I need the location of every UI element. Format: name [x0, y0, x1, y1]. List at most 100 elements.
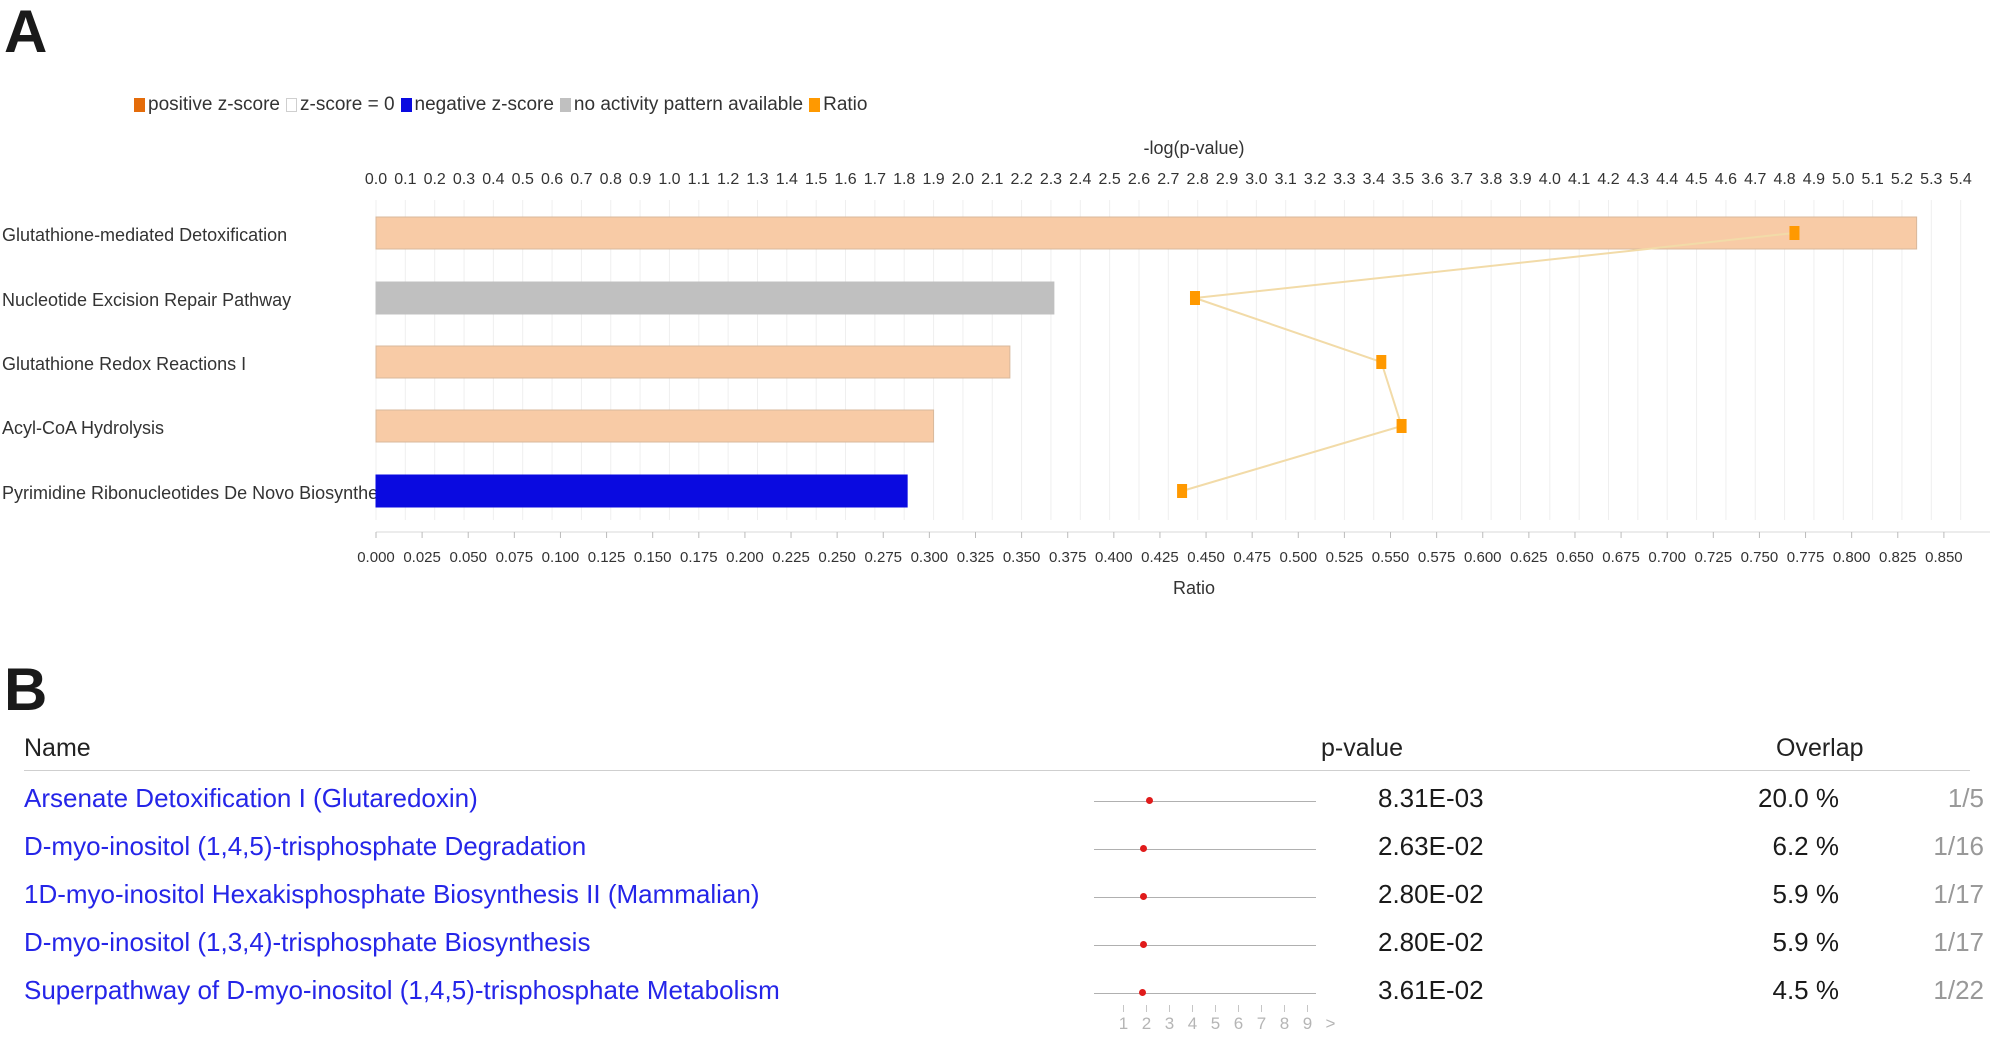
bottom-tick-label: 0.425: [1141, 549, 1179, 566]
bottom-tick-label: 0.050: [449, 549, 487, 566]
bottom-tick-label: 0.300: [911, 549, 949, 566]
pager-page[interactable]: 4: [1181, 1005, 1204, 1034]
top-tick-label: 4.2: [1597, 171, 1619, 188]
bottom-tick-label: 0.575: [1418, 549, 1456, 566]
pager-page[interactable]: 8: [1273, 1005, 1296, 1034]
top-axis-title: -log(p-value): [1143, 138, 1244, 158]
top-tick-label: 2.2: [1010, 171, 1032, 188]
top-tick-label: 4.4: [1656, 171, 1678, 188]
top-tick-label: 1.5: [805, 171, 827, 188]
bar: [375, 216, 1918, 250]
top-tick-label: 5.0: [1832, 171, 1854, 188]
legend-label: no activity pattern available: [573, 94, 804, 115]
pvalue-dot: [1139, 941, 1147, 948]
bottom-tick-label: 0.375: [1049, 549, 1087, 566]
bar: [375, 409, 935, 443]
table-row[interactable]: Superpathway of D-myo-inositol (1,4,5)-t…: [24, 963, 1984, 1011]
pvalue-cell: 8.31E-03: [1378, 783, 1484, 813]
top-tick-label: 4.8: [1773, 171, 1795, 188]
top-tick-label: 3.0: [1245, 171, 1267, 188]
top-tick-label: 2.7: [1157, 171, 1179, 188]
top-tick-label: 0.8: [600, 171, 622, 188]
top-tick-label: 3.5: [1392, 171, 1414, 188]
top-tick-label: 3.4: [1363, 171, 1385, 188]
top-tick-label: 5.4: [1950, 171, 1972, 188]
bottom-tick-label: 0.850: [1925, 549, 1963, 566]
bottom-tick-label: 0.700: [1648, 549, 1686, 566]
category-label: Acyl-CoA Hydrolysis: [2, 418, 164, 438]
top-tick-label: 1.0: [658, 171, 680, 188]
pvalue-cell: 2.63E-02: [1378, 831, 1484, 861]
bottom-tick-label: 0.000: [357, 549, 395, 566]
top-tick-label: 3.3: [1333, 171, 1355, 188]
pvalue-bar: [1094, 945, 1316, 946]
pathway-link[interactable]: D-myo-inositol (1,3,4)-trisphosphate Bio…: [24, 927, 591, 957]
bottom-tick-label: 0.500: [1280, 549, 1318, 566]
bottom-tick-label: 0.200: [726, 549, 764, 566]
category-label: Nucleotide Excision Repair Pathway: [2, 290, 291, 310]
pager-page[interactable]: 3: [1158, 1005, 1181, 1034]
header-pvalue[interactable]: p-value: [1321, 734, 1403, 762]
pager-page[interactable]: 2: [1135, 1005, 1158, 1034]
top-tick-label: 5.2: [1891, 171, 1913, 188]
pager-page[interactable]: 1: [1112, 1005, 1135, 1034]
bottom-tick-label: 0.175: [680, 549, 718, 566]
top-tick-label: 0.5: [512, 171, 534, 188]
bottom-tick-label: 0.600: [1464, 549, 1502, 566]
pager-page[interactable]: 6: [1227, 1005, 1250, 1034]
top-tick-label: 2.9: [1216, 171, 1238, 188]
pager-page[interactable]: 5: [1204, 1005, 1227, 1034]
overlap-percent: 5.9 %: [1772, 927, 1840, 957]
top-tick-label: 3.7: [1451, 171, 1473, 188]
top-tick-label: 0.6: [541, 171, 563, 188]
table-row[interactable]: 1D-myo-inositol Hexakisphosphate Biosynt…: [24, 867, 1984, 915]
pathway-link[interactable]: Arsenate Detoxification I (Glutaredoxin): [24, 783, 478, 813]
top-tick-label: 3.6: [1421, 171, 1443, 188]
top-tick-label: 4.6: [1715, 171, 1737, 188]
header-overlap[interactable]: Overlap: [1776, 734, 1864, 762]
table-row[interactable]: D-myo-inositol (1,3,4)-trisphosphate Bio…: [24, 915, 1984, 963]
top-tick-label: 2.1: [981, 171, 1003, 188]
top-tick-label: 1.8: [893, 171, 915, 188]
overlap-fraction: 1/16: [1933, 831, 1984, 861]
bottom-tick-label: 0.650: [1556, 549, 1594, 566]
pager-next[interactable]: >: [1325, 1014, 1336, 1033]
top-tick-label: 1.7: [864, 171, 886, 188]
pathway-link[interactable]: 1D-myo-inositol Hexakisphosphate Biosynt…: [24, 879, 760, 909]
pvalue-dot: [1138, 989, 1146, 996]
top-tick-label: 0.2: [424, 171, 446, 188]
table-row[interactable]: Arsenate Detoxification I (Glutaredoxin)…: [24, 771, 1984, 819]
pager-page[interactable]: 7: [1250, 1005, 1273, 1034]
header-name[interactable]: Name: [24, 734, 91, 762]
top-tick-label: 4.7: [1744, 171, 1766, 188]
bottom-tick-label: 0.800: [1833, 549, 1871, 566]
pager-page[interactable]: 9: [1296, 1005, 1319, 1034]
top-tick-label: 4.1: [1568, 171, 1590, 188]
pathway-chart: -log(p-value) 0.0 0.1 0.2 0.3 0.4 0.5 0.6 0.7 0.8…: [2, 138, 1990, 598]
table-row[interactable]: D-myo-inositol (1,4,5)-trisphosphate Deg…: [24, 819, 1984, 867]
overlap-percent: 6.2 %: [1772, 831, 1840, 861]
top-tick-label: 2.3: [1040, 171, 1062, 188]
pathway-link[interactable]: D-myo-inositol (1,4,5)-trisphosphate Deg…: [24, 831, 587, 861]
top-tick-label: 2.8: [1187, 171, 1209, 188]
pvalue-cell: 2.80E-02: [1378, 879, 1484, 909]
bottom-tick-label: 0.725: [1695, 549, 1733, 566]
bottom-tick-label: 0.750: [1741, 549, 1779, 566]
top-tick-label: 4.9: [1803, 171, 1825, 188]
top-tick-label: 1.2: [717, 171, 739, 188]
top-tick-label: 3.1: [1275, 171, 1297, 188]
bottom-tick-label: 0.225: [772, 549, 810, 566]
top-tick-label: 1.9: [922, 171, 944, 188]
table-header: Name p-value Overlap: [24, 730, 1970, 771]
top-tick-label: 0.7: [570, 171, 592, 188]
pathway-link[interactable]: Superpathway of D-myo-inositol (1,4,5)-t…: [24, 975, 780, 1005]
bottom-tick-label: 0.250: [818, 549, 856, 566]
legend-swatch: [134, 98, 145, 112]
pvalue-cell: 2.80E-02: [1378, 927, 1484, 957]
legend-item: Ratio: [809, 94, 867, 116]
top-tick-label: 0.1: [394, 171, 416, 188]
bottom-axis-title: Ratio: [1173, 578, 1215, 598]
pathway-table: Name p-value Overlap Arsenate Detoxifica…: [24, 730, 1984, 1011]
bar: [375, 474, 908, 508]
overlap-percent: 5.9 %: [1772, 879, 1840, 909]
